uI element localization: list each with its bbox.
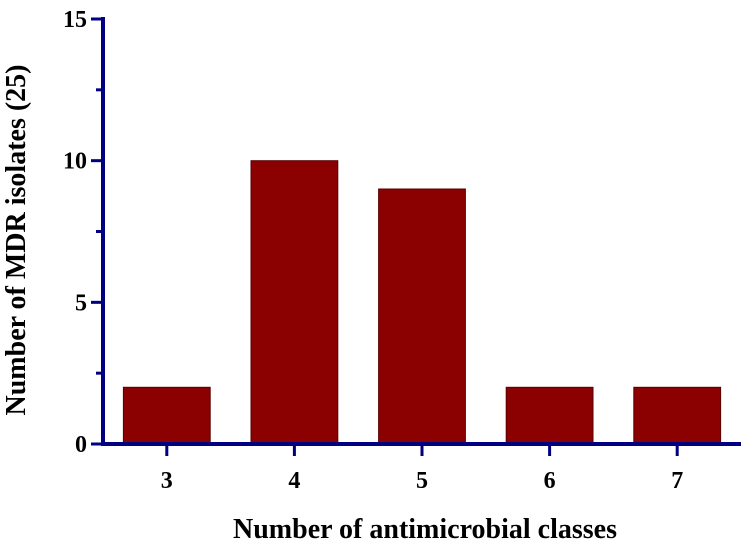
bars-group <box>122 160 722 445</box>
x-axis-title: Number of antimicrobial classes <box>233 514 617 545</box>
bar-5 <box>378 188 466 445</box>
bar-4 <box>250 160 339 445</box>
y-tick-label: 15 <box>63 7 87 33</box>
x-tick-labels: 3 4 5 6 7 <box>161 468 683 494</box>
x-tick-label: 3 <box>161 468 173 494</box>
y-axis-title: Number of MDR isolates (25) <box>1 65 32 416</box>
bar-7 <box>633 386 722 445</box>
y-tick-label: 10 <box>63 149 87 175</box>
axes-group <box>91 17 741 456</box>
x-tick-label: 7 <box>671 468 683 494</box>
bar-3 <box>122 386 211 445</box>
x-tick-label: 5 <box>416 468 428 494</box>
x-tick-label: 4 <box>288 468 300 494</box>
y-tick-label: 0 <box>75 432 87 458</box>
bar-6 <box>505 386 594 445</box>
y-tick-label: 5 <box>75 290 87 316</box>
x-tick-label: 6 <box>544 468 556 494</box>
y-tick-labels: 0 5 10 15 <box>63 7 87 458</box>
